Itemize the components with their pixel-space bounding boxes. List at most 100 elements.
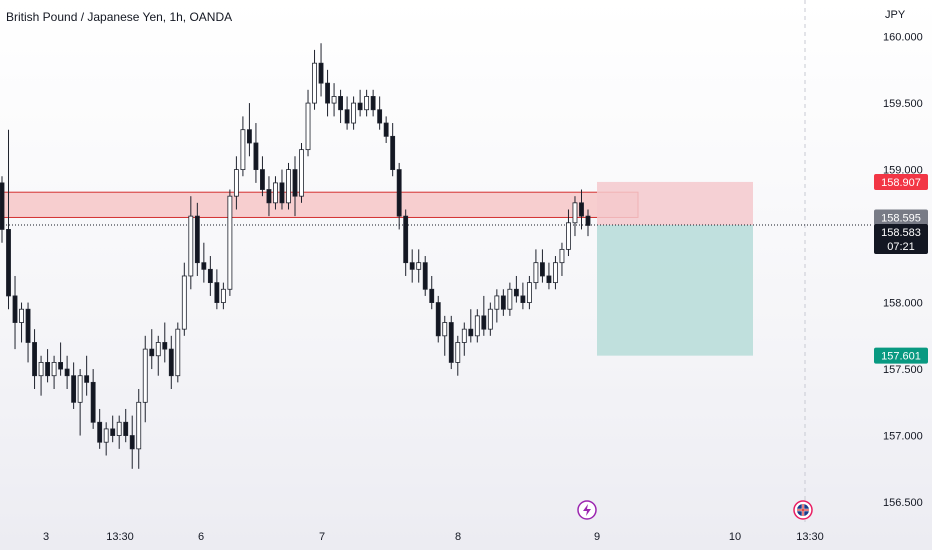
candle[interactable] <box>487 302 493 336</box>
candle[interactable] <box>129 415 135 469</box>
candle[interactable] <box>442 315 448 356</box>
candle[interactable] <box>338 89 343 124</box>
candle[interactable] <box>299 142 304 203</box>
stop-loss-zone[interactable] <box>597 181 753 226</box>
candle[interactable] <box>110 415 116 443</box>
candle[interactable] <box>97 408 103 449</box>
candle[interactable] <box>344 96 350 130</box>
candle[interactable] <box>253 123 259 183</box>
candle[interactable] <box>370 89 376 117</box>
candle[interactable] <box>318 43 324 97</box>
candle[interactable] <box>585 209 591 237</box>
candle[interactable] <box>273 176 278 210</box>
y-tick-label: 156.500 <box>883 497 923 509</box>
candle[interactable] <box>325 69 330 117</box>
take-profit-zone[interactable] <box>597 225 753 356</box>
candle[interactable] <box>6 129 11 310</box>
candle[interactable] <box>422 256 428 296</box>
candle[interactable] <box>266 176 272 217</box>
candle[interactable] <box>435 295 441 343</box>
candle[interactable] <box>474 309 480 343</box>
candle[interactable] <box>51 355 57 390</box>
candle[interactable] <box>260 156 265 197</box>
candle[interactable] <box>12 275 18 350</box>
candle[interactable] <box>116 415 122 449</box>
candle[interactable] <box>214 269 220 310</box>
candle[interactable] <box>123 408 129 443</box>
candle[interactable] <box>409 249 415 283</box>
candle[interactable] <box>19 302 24 343</box>
candle[interactable] <box>286 162 291 210</box>
candle[interactable] <box>240 116 246 177</box>
candle[interactable] <box>351 96 357 130</box>
candle[interactable] <box>533 249 539 290</box>
candle[interactable] <box>526 275 532 310</box>
candle[interactable] <box>201 242 207 283</box>
candle[interactable] <box>194 202 200 276</box>
candle[interactable] <box>357 89 363 117</box>
candle[interactable] <box>64 355 70 390</box>
candle[interactable] <box>513 275 519 303</box>
candle[interactable] <box>188 196 194 290</box>
candle[interactable] <box>579 189 584 230</box>
candle[interactable] <box>149 329 155 370</box>
candle[interactable] <box>247 103 252 157</box>
candle[interactable] <box>38 355 44 396</box>
uk-flag-icon[interactable] <box>793 500 813 520</box>
candle[interactable] <box>429 275 435 310</box>
candle[interactable] <box>403 209 409 276</box>
candle[interactable] <box>520 282 526 310</box>
candle[interactable] <box>448 315 454 370</box>
candle[interactable] <box>84 355 90 396</box>
candle[interactable] <box>364 89 370 117</box>
candle-body <box>312 62 317 104</box>
candle[interactable] <box>90 369 96 429</box>
candle[interactable] <box>181 262 187 336</box>
candle[interactable] <box>331 83 337 117</box>
candle[interactable] <box>279 169 285 210</box>
candle[interactable] <box>233 156 239 210</box>
candle[interactable] <box>494 289 500 323</box>
candle[interactable] <box>162 322 168 363</box>
candle[interactable] <box>32 329 37 390</box>
candle[interactable] <box>481 295 487 336</box>
candle[interactable] <box>77 369 83 436</box>
candle[interactable] <box>227 189 233 296</box>
candle[interactable] <box>25 302 31 363</box>
candle[interactable] <box>220 282 226 310</box>
candle[interactable] <box>58 342 64 376</box>
candle[interactable] <box>500 289 506 316</box>
candle[interactable] <box>136 389 142 469</box>
candle[interactable] <box>168 335 174 390</box>
candle[interactable] <box>540 249 545 283</box>
candle[interactable] <box>103 422 109 456</box>
candle[interactable] <box>559 242 565 276</box>
candle[interactable] <box>312 49 317 110</box>
candle[interactable] <box>553 256 558 290</box>
candle[interactable] <box>468 309 474 343</box>
candle[interactable] <box>383 116 389 143</box>
candle[interactable] <box>416 249 422 283</box>
candle[interactable] <box>390 123 396 177</box>
candle[interactable] <box>45 349 50 383</box>
candle[interactable] <box>305 89 311 157</box>
candle[interactable] <box>0 176 5 243</box>
candle[interactable] <box>155 335 161 376</box>
candle[interactable] <box>572 196 578 237</box>
lightning-icon[interactable] <box>577 500 597 520</box>
candle[interactable] <box>207 256 213 296</box>
candle[interactable] <box>507 282 513 316</box>
candle[interactable] <box>71 362 77 409</box>
candle[interactable] <box>175 322 181 383</box>
resistance-zone[interactable] <box>0 191 639 218</box>
candle[interactable] <box>566 209 571 257</box>
candle[interactable] <box>455 335 461 376</box>
candle[interactable] <box>461 322 467 356</box>
candle[interactable] <box>396 162 402 230</box>
candle[interactable] <box>546 262 552 290</box>
candle[interactable] <box>377 96 383 130</box>
candle[interactable] <box>292 156 298 217</box>
candle[interactable] <box>142 335 148 423</box>
